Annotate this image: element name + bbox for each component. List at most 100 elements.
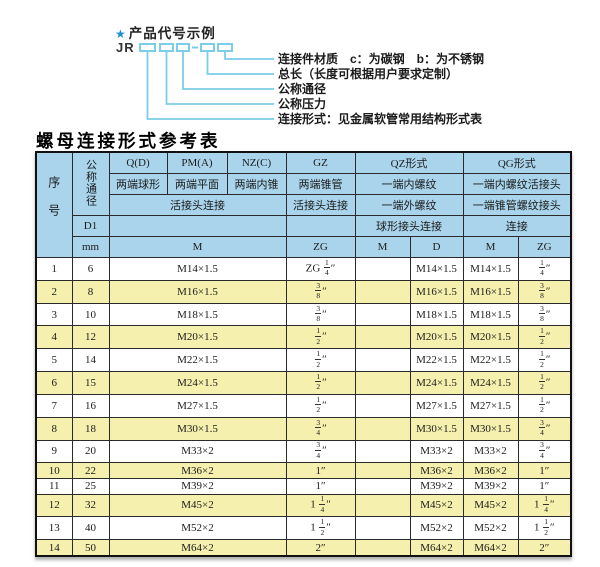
diagram-title-text: 产品代号示例 — [128, 26, 216, 41]
table-cell: 1 2 ″ — [285, 371, 356, 395]
table-cell: 13 — [35, 516, 73, 541]
table-cell: M14×1.5 — [462, 257, 519, 281]
table-cell: M36×2 — [108, 462, 287, 479]
table-cell: 3 4 ″ — [517, 439, 572, 464]
table-cell: M16×1.5 — [409, 279, 464, 304]
table-cell: M14×1.5 — [108, 257, 287, 281]
table-cell — [354, 539, 411, 557]
table-cell: 3 8 ″ — [517, 279, 572, 304]
table-cell: 1 2 ″ — [517, 371, 572, 395]
table-cell: 22 — [71, 462, 110, 479]
table-cell: 4 — [35, 325, 73, 350]
table-cell: 16 — [71, 393, 110, 418]
table-row: 11 25 M39×2 1″ M39×2 M39×2 1″ — [35, 477, 572, 495]
table-cell: M20×1.5 — [108, 325, 287, 350]
table-cell — [354, 493, 411, 518]
table-row: 9 20 M33×2 3 4 ″ M33×2 M33×2 3 4 ″ — [35, 439, 572, 464]
table-cell: M24×1.5 — [462, 371, 519, 395]
table-cell: 1″ — [285, 477, 356, 495]
table-cell: 2″ — [285, 539, 356, 557]
header-unit-mm: mm — [71, 236, 110, 258]
table-cell: M39×2 — [108, 477, 287, 495]
table-cell: 25 — [71, 477, 110, 495]
table-cell: 1 4 ″ — [517, 257, 572, 281]
table-cell: 14 — [35, 539, 73, 557]
code-box-3 — [176, 43, 190, 52]
table-cell — [354, 393, 411, 418]
connector-line-4 — [206, 51, 274, 75]
table-cell: M27×1.5 — [108, 393, 287, 418]
code-box-2 — [159, 43, 174, 52]
header-qz-desc: 一端内螺纹 — [354, 173, 464, 195]
table-cell: M22×1.5 — [409, 348, 464, 373]
table-cell: 3 4 ″ — [285, 416, 356, 441]
table-cell: 8 — [35, 416, 73, 441]
header-qg-desc: 一端内螺纹活接头 — [462, 173, 572, 195]
product-code-prefix: JR — [116, 40, 135, 55]
table-cell: 3 8 ″ — [285, 302, 356, 327]
table-cell: 3 — [35, 302, 73, 327]
table-cell: 1″ — [285, 462, 356, 479]
table-cell: 1 2 ″ — [517, 393, 572, 418]
table-cell: 1 1 4 ″ — [517, 493, 572, 518]
table-cell: M52×2 — [108, 516, 287, 541]
header-unit-qg-zg: ZG — [517, 236, 572, 258]
table-cell: 11 — [35, 477, 73, 495]
table-row: 7 16 M27×1.5 1 2 ″ M27×1.5 M27×1.5 1 2 ″ — [35, 393, 572, 418]
table-cell: M18×1.5 — [108, 302, 287, 327]
table-cell: 10 — [71, 302, 110, 327]
table-title: 螺母连接形式参考表 — [36, 131, 221, 151]
table-cell: 2″ — [517, 539, 572, 557]
connector-line-5 — [224, 51, 274, 60]
table-cell: M20×1.5 — [409, 325, 464, 350]
table-cell: M30×1.5 — [409, 416, 464, 441]
table-cell: 3 4 ″ — [517, 416, 572, 441]
table-cell: M45×2 — [108, 493, 287, 518]
table-row: 13 40 M52×2 1 1 2 ″ M52×2 M52×2 1 1 2 ″ — [35, 516, 572, 541]
table-cell: 20 — [71, 439, 110, 464]
header-empty-cell — [108, 215, 287, 237]
table-cell: M36×2 — [409, 462, 464, 479]
table-cell: M64×2 — [462, 539, 519, 557]
header-union-connection: 活接头连接 — [108, 194, 287, 216]
table-cell: 40 — [71, 516, 110, 541]
table-row: 6 15 M24×1.5 1 2 ″ M24×1.5 M24×1.5 1 2 ″ — [35, 371, 572, 395]
table-cell: 1 1 2 ″ — [517, 516, 572, 541]
table-cell — [354, 279, 411, 304]
header-qz-row4: 球形接头连接 — [354, 215, 464, 237]
star-icon: ★ — [115, 27, 127, 41]
header-unit-zg: ZG — [285, 236, 356, 258]
table-cell — [354, 516, 411, 541]
table-cell: 8 — [71, 279, 110, 304]
header-unit-qg-m: M — [462, 236, 519, 258]
table-cell: 6 — [35, 371, 73, 395]
code-label-diameter: 公称通径 — [278, 82, 327, 96]
header-form-qg: QG形式 — [462, 151, 572, 174]
diagram-title: ★ 产品代号示例 — [115, 22, 216, 42]
header-form-nz: NZ(C) — [226, 151, 287, 174]
table-cell — [354, 302, 411, 327]
header-unit-qz-d: D — [409, 236, 464, 258]
connector-line-2 — [165, 51, 274, 105]
table-row: 8 18 M30×1.5 3 4 ″ M30×1.5 M30×1.5 3 4 ″ — [35, 416, 572, 441]
table-cell — [354, 477, 411, 495]
table-cell: M52×2 — [409, 516, 464, 541]
table-cell: 10 — [35, 462, 73, 479]
table-cell: M30×1.5 — [462, 416, 519, 441]
header-nominal-diameter: 公称通径 — [71, 151, 110, 216]
table-cell: M16×1.5 — [108, 279, 287, 304]
table-cell: M33×2 — [409, 439, 464, 464]
header-form-q: Q(D) — [108, 151, 168, 174]
table-cell: M30×1.5 — [108, 416, 287, 441]
table-cell: M20×1.5 — [462, 325, 519, 350]
table-cell: 9 — [35, 439, 73, 464]
table-cell: 1 2 ″ — [517, 325, 572, 350]
table-row: 12 32 M45×2 1 1 4 ″ M45×2 M45×2 1 1 4 ″ — [35, 493, 572, 518]
table-cell: M33×2 — [108, 439, 287, 464]
header-qz-row3: 一端外螺纹 — [354, 194, 464, 216]
code-box-4 — [200, 43, 215, 52]
table-cell: M18×1.5 — [462, 302, 519, 327]
header-q-desc: 两端球形 — [108, 173, 168, 195]
table-cell: 1 2 ″ — [285, 325, 356, 350]
